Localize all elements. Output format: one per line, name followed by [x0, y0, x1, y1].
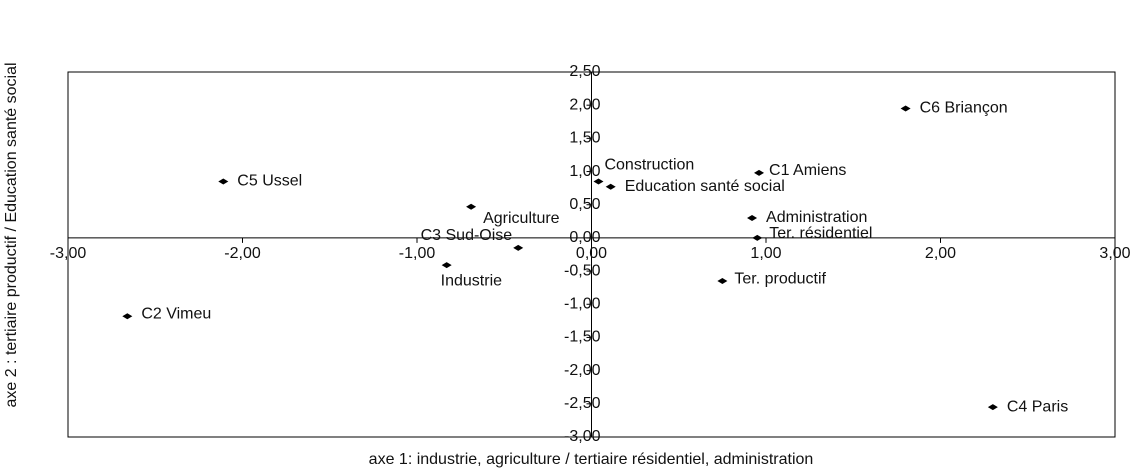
point	[513, 244, 524, 251]
y-tick-label: 1,50	[569, 130, 600, 147]
point	[754, 169, 765, 176]
point	[441, 262, 452, 269]
point-label: Administration	[766, 209, 867, 226]
x-tick-label: 0,00	[576, 245, 607, 262]
y-tick-label: -2,00	[564, 362, 601, 379]
point-label: C3 Sud-Oise	[421, 227, 513, 244]
x-tick-label: -2,00	[224, 245, 261, 262]
y-tick-label: 2,00	[569, 96, 600, 113]
point-label: C6 Briançon	[920, 100, 1008, 117]
y-axis-label: axe 2 : tertiaire productif / Education …	[3, 62, 20, 407]
point-label: C4 Paris	[1007, 398, 1068, 415]
point	[122, 313, 133, 320]
point-label: Industrie	[441, 272, 502, 289]
point	[717, 278, 728, 285]
x-tick-label: 3,00	[1099, 245, 1130, 262]
point-label: Construction	[604, 157, 694, 174]
y-tick-label: -3,00	[564, 428, 601, 445]
point	[605, 183, 616, 190]
y-tick-label: -1,00	[564, 295, 601, 312]
x-tick-label: -3,00	[50, 245, 87, 262]
y-tick-label: -0,50	[564, 262, 601, 279]
y-tick-label: 2,50	[569, 63, 600, 80]
x-tick-label: -1,00	[399, 245, 436, 262]
point	[987, 404, 998, 411]
point	[466, 203, 477, 210]
y-tick-label: -1,50	[564, 329, 601, 346]
point-label: C5 Ussel	[237, 173, 302, 190]
point	[900, 105, 911, 112]
point	[752, 234, 763, 241]
x-tick-label: 2,00	[925, 245, 956, 262]
point	[747, 215, 758, 221]
y-tick-label: -2,50	[564, 395, 601, 412]
point	[218, 178, 229, 185]
y-tick-label: 1,00	[569, 163, 600, 180]
x-axis-label: axe 1: industrie, agriculture / tertiair…	[369, 451, 814, 468]
point-label: Ter. productif	[734, 270, 826, 287]
y-tick-label: 0,00	[569, 229, 600, 246]
x-tick-label: 1,00	[750, 245, 781, 262]
point	[593, 178, 604, 185]
point-label: C2 Vimeu	[141, 305, 211, 322]
point-label: Ter. résidentiel	[769, 225, 872, 242]
point-label: C1 Amiens	[769, 162, 846, 179]
point-label: Education santé social	[625, 178, 785, 195]
point-label: Agriculture	[483, 210, 560, 227]
y-tick-label: 0,50	[569, 196, 600, 213]
